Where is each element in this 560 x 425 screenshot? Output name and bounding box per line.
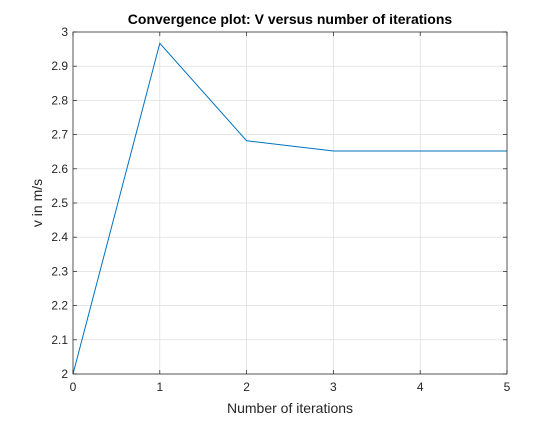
y-tick-labels: 2 2.1 2.2 2.3 2.4 2.5 2.6 2.7 2.8 2.9 3 (51, 25, 68, 381)
tick-marks (72, 31, 508, 375)
series-line (72, 42, 507, 375)
x-axis-label: Number of iterations (227, 400, 353, 416)
x-tick-labels: 0 1 2 3 4 5 (70, 380, 511, 394)
y-tick-label: 2.7 (51, 128, 68, 142)
x-tick-label: 0 (70, 380, 77, 394)
x-tick-label: 1 (156, 380, 163, 394)
y-axis-label: v in m/s (29, 179, 45, 227)
y-tick-label: 2.2 (51, 299, 68, 313)
chart-title: Convergence plot: V versus number of ite… (128, 11, 453, 27)
y-tick-label: 2.6 (51, 162, 68, 176)
y-tick-label: 2.9 (51, 59, 68, 73)
y-tick-label: 2.8 (51, 93, 68, 107)
x-tick-label: 4 (417, 380, 424, 394)
y-tick-label: 2.1 (51, 333, 68, 347)
x-tick-label: 2 (243, 380, 250, 394)
y-tick-label: 2 (61, 367, 68, 381)
y-tick-label: 2.4 (51, 230, 68, 244)
x-tick-label: 3 (330, 380, 337, 394)
y-tick-label: 2.3 (51, 264, 68, 278)
y-tick-label: 3 (61, 25, 68, 39)
grid-lines (72, 31, 508, 375)
x-tick-label: 5 (504, 380, 511, 394)
y-tick-label: 2.5 (51, 196, 68, 210)
series-layer (72, 42, 507, 375)
